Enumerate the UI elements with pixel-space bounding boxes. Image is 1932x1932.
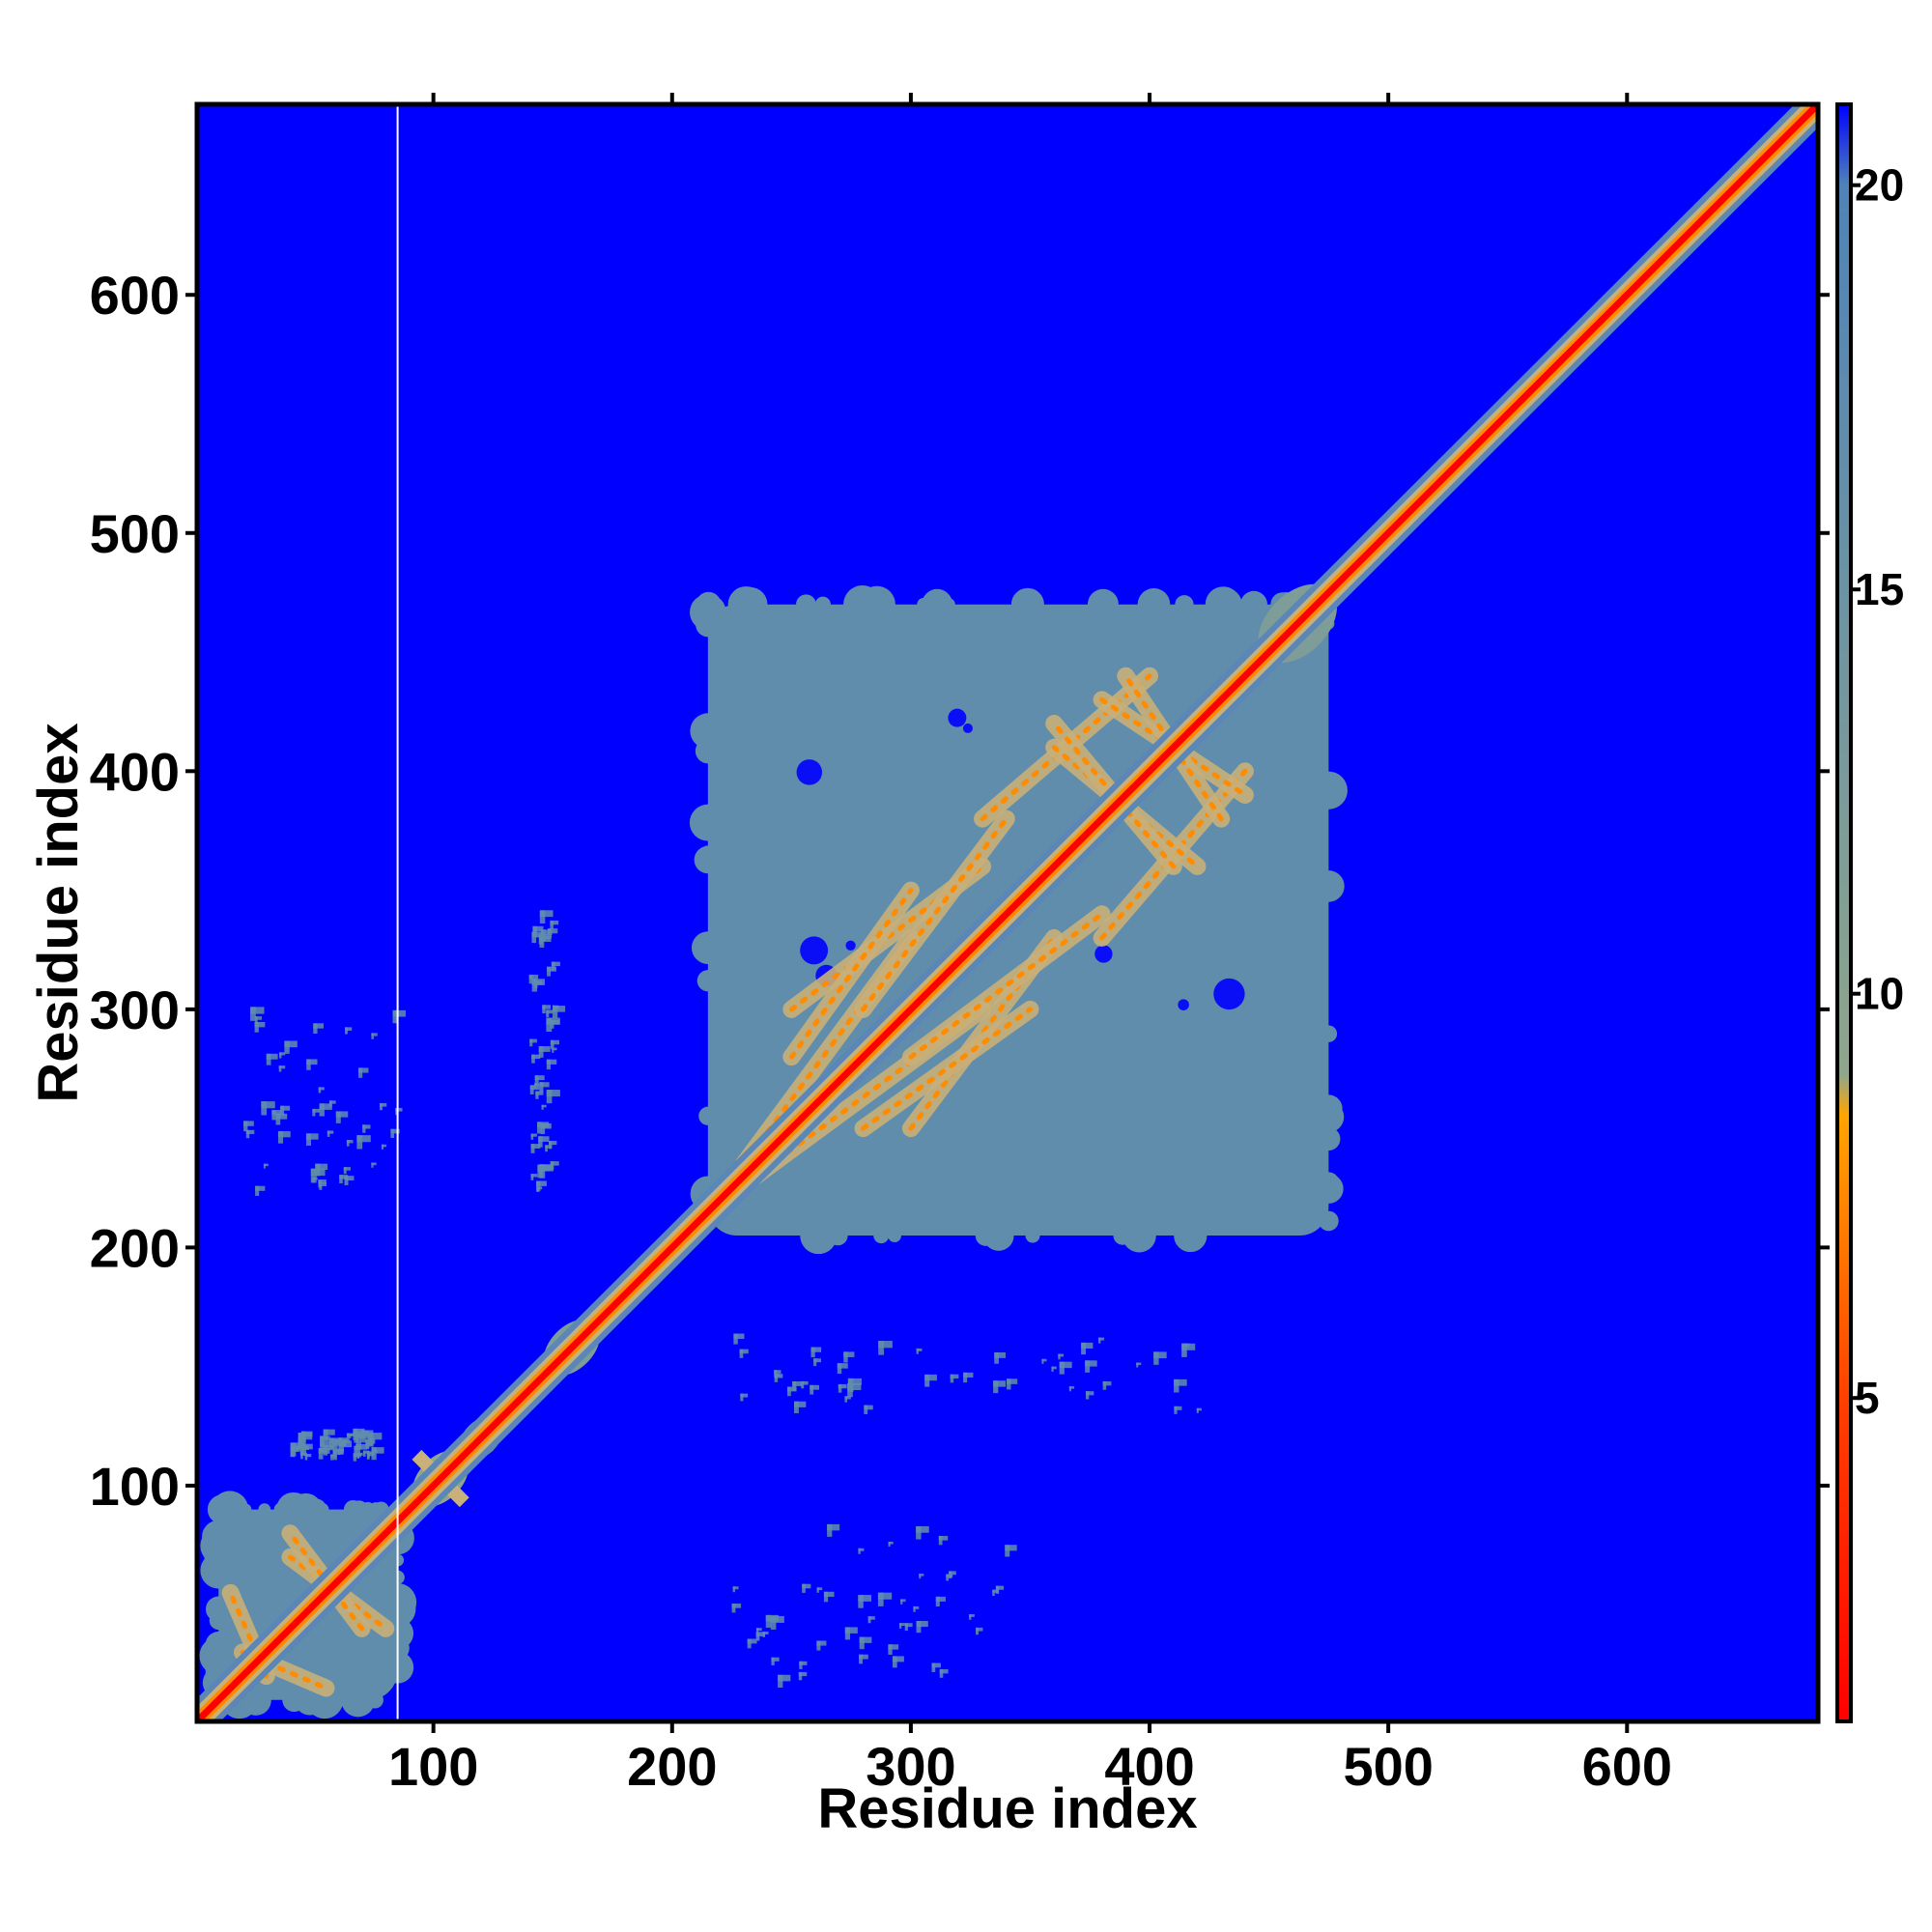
y-axis-label: Residue index [27,723,90,1102]
colorbar [1835,102,1853,1723]
y-tick-label: 600 [90,265,180,326]
x-axis-label: Residue index [817,1777,1197,1840]
colorbar-tick-label: 5 [1855,1373,1880,1423]
scattered-contact-cluster [733,1333,1202,1414]
y-tick-label: 500 [90,503,180,564]
y-axis-ticks: 100 200 300 400 500 600 [90,265,1830,1517]
colorbar-ticks: 5 10 15 20 [1851,160,1904,1423]
contact-band [854,810,1111,1066]
colorbar-tick-label: 15 [1855,564,1904,614]
colorbar-tick-label: 10 [1855,969,1904,1019]
contact-band [782,881,1039,1138]
x-axis-ticks: 100 200 300 400 500 600 [388,93,1672,1797]
x-tick-label: 500 [1343,1736,1433,1797]
x-tick-label: 600 [1582,1736,1672,1797]
scattered-contact-cluster [290,1428,384,1462]
y-tick-label: 300 [90,980,180,1040]
y-tick-label: 100 [90,1456,180,1517]
x-tick-label: 300 [866,1736,955,1797]
colorbar-tick-label: 20 [1855,160,1904,211]
heatmap-cells [197,104,1818,1721]
diagonal-band [197,104,1818,1721]
scattered-contact-cluster [731,1523,1017,1689]
x-tick-label: 100 [388,1736,478,1797]
scattered-contact-cluster [243,1007,406,1196]
x-tick-label: 400 [1104,1736,1194,1797]
y-tick-label: 200 [90,1217,180,1278]
y-tick-label: 400 [90,741,180,802]
plot-frame [194,101,1821,1724]
scattered-contact-cluster [528,910,566,1192]
x-tick-label: 200 [627,1736,717,1797]
